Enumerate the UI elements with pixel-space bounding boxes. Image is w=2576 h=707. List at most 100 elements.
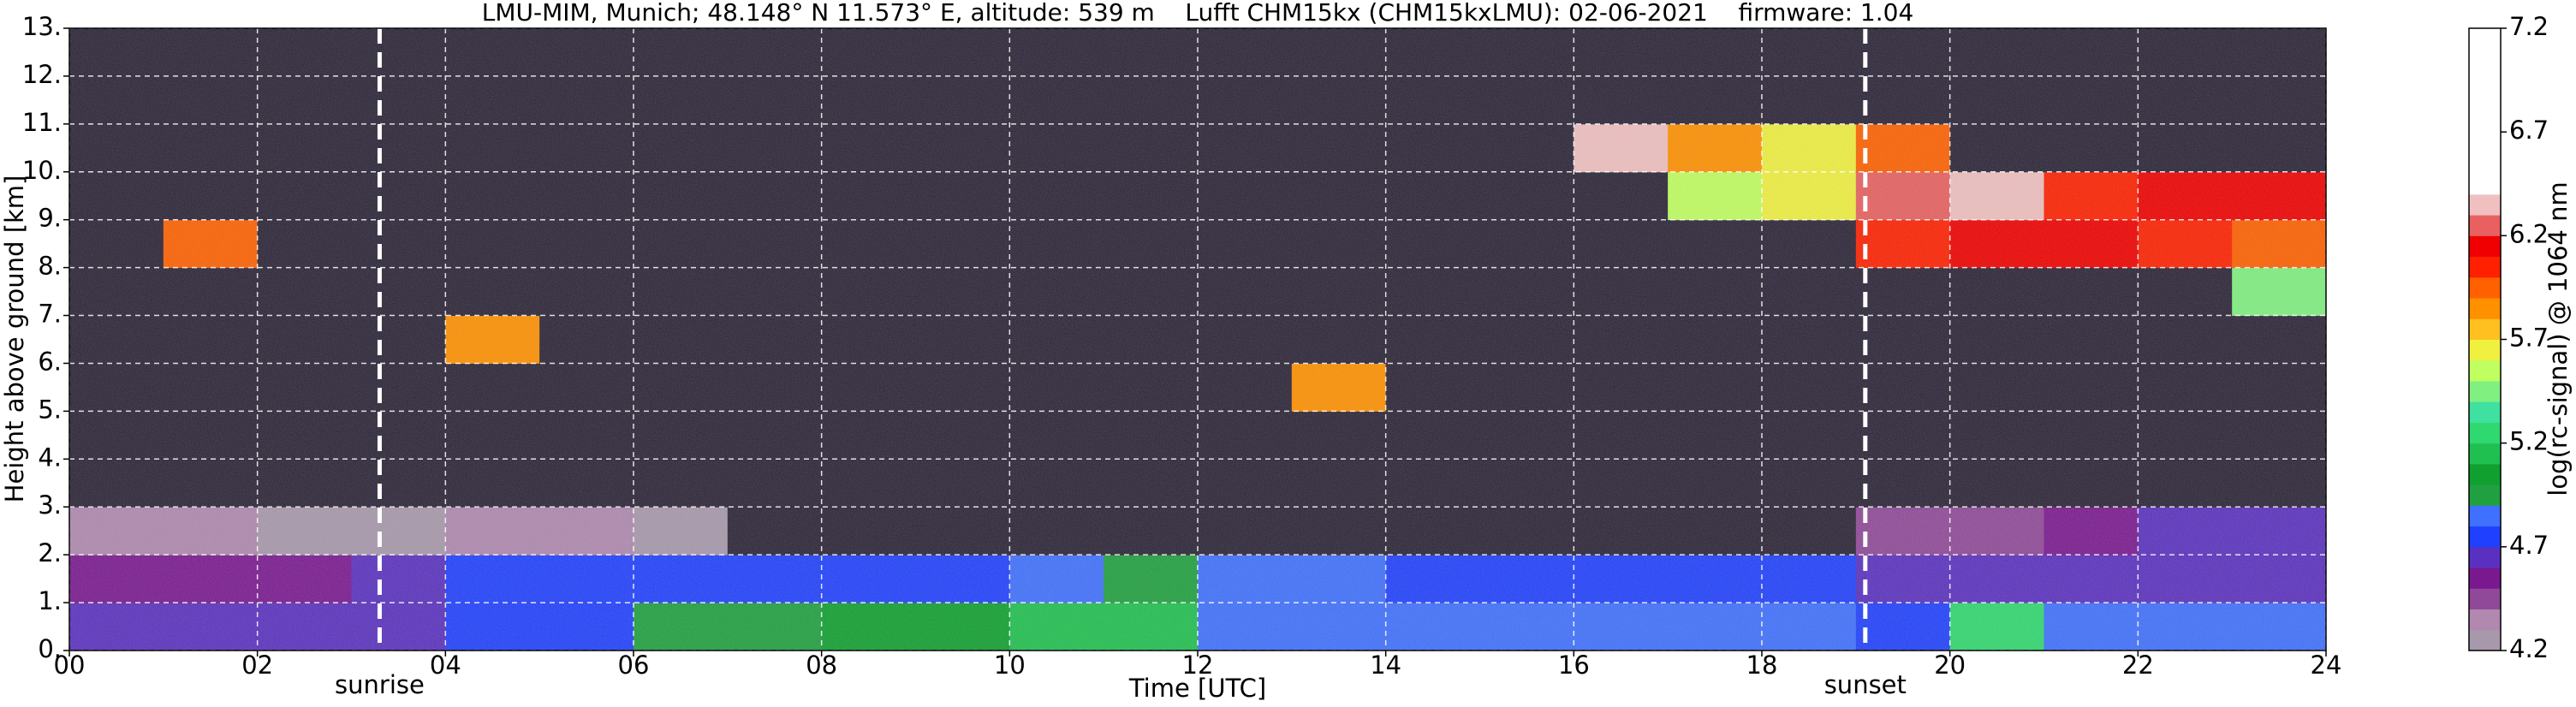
- heatmap-cell: [1009, 603, 1104, 651]
- heatmap-cell: [1855, 171, 1951, 221]
- heatmap-cell: [1762, 411, 1857, 460]
- heatmap-cell: [1198, 459, 1293, 508]
- heatmap-cell: [2044, 267, 2139, 317]
- colorbar-segment: [2469, 110, 2501, 133]
- heatmap-cell: [257, 411, 352, 460]
- heatmap-cell: [821, 411, 916, 460]
- heatmap-cell: [163, 315, 259, 364]
- heatmap-cell: [163, 507, 259, 556]
- heatmap-cell: [1009, 555, 1104, 603]
- colorbar-segment: [2469, 443, 2501, 465]
- heatmap-cell: [1009, 75, 1104, 125]
- plot-frame: [68, 27, 2327, 651]
- heatmap-cell: [1574, 28, 1669, 77]
- heatmap-cell: [2232, 267, 2326, 317]
- heatmap-cell: [1574, 459, 1669, 508]
- heatmap-cell: [2044, 507, 2139, 556]
- heatmap-cell: [69, 459, 164, 508]
- heatmap-cell: [1855, 28, 1951, 77]
- heatmap-cell: [1198, 315, 1293, 364]
- heatmap-cell: [1574, 603, 1669, 651]
- heatmap-cell: [2138, 507, 2233, 556]
- heatmap-cell: [1291, 555, 1387, 603]
- heatmap-cell: [1479, 219, 1574, 269]
- heatmap-cell: [821, 171, 916, 221]
- heatmap-cell: [1762, 171, 1857, 221]
- heatmap-cell: [2044, 363, 2139, 412]
- heatmap-cell: [257, 75, 352, 125]
- heatmap-cell: [634, 315, 729, 364]
- heatmap-cell: [445, 555, 540, 603]
- heatmap-cell: [2232, 75, 2326, 125]
- heatmap-cell: [634, 555, 729, 603]
- heatmap-cell: [2138, 28, 2233, 77]
- heatmap-cell: [1009, 267, 1104, 317]
- heatmap-cell: [351, 123, 446, 173]
- heatmap-cell: [727, 555, 823, 603]
- heatmap-cell: [1949, 363, 2044, 412]
- colorbar-segment: [2469, 629, 2501, 651]
- heatmap-cell: [1668, 411, 1763, 460]
- heatmap-cell: [1291, 267, 1387, 317]
- y-tick-label: 1.: [38, 586, 62, 615]
- heatmap-cell: [1009, 315, 1104, 364]
- heatmap-cell: [2138, 603, 2233, 651]
- heatmap-cell: [1009, 171, 1104, 221]
- y-tick-label: 11.: [22, 108, 62, 137]
- heatmap-cell: [69, 363, 164, 412]
- colorbar-segment: [2469, 463, 2501, 485]
- heatmap-cell: [1104, 459, 1199, 508]
- heatmap-cell: [163, 555, 259, 603]
- heatmap-cell: [257, 123, 352, 173]
- heatmap-cell: [257, 171, 352, 221]
- heatmap-cell: [2138, 411, 2233, 460]
- heatmap-cell: [1385, 603, 1480, 651]
- heatmap-cell: [351, 171, 446, 221]
- heatmap-cell: [2044, 459, 2139, 508]
- heatmap-cell: [257, 219, 352, 269]
- heatmap-cell: [445, 363, 540, 412]
- heatmap-cell: [1479, 555, 1574, 603]
- heatmap-cell: [1198, 171, 1293, 221]
- heatmap-cell: [351, 411, 446, 460]
- heatmap-cell: [1574, 267, 1669, 317]
- y-tick-label: 6.: [38, 347, 62, 376]
- heatmap-cell: [2044, 171, 2139, 221]
- heatmap-cell: [634, 28, 729, 77]
- heatmap-cell: [1479, 123, 1574, 173]
- heatmap-cell: [1949, 603, 2044, 651]
- heatmap-cell: [1949, 555, 2044, 603]
- heatmap-cell: [539, 555, 634, 603]
- heatmap-cell: [1385, 363, 1480, 412]
- heatmap-cell: [1949, 459, 2044, 508]
- colorbar-tick-label: 6.7: [2509, 116, 2549, 145]
- heatmap-cell: [1949, 75, 2044, 125]
- heatmap-cell: [1009, 219, 1104, 269]
- heatmap-cell: [257, 363, 352, 412]
- heatmap-cell: [1574, 219, 1669, 269]
- heatmap-cell: [539, 603, 634, 651]
- colorbar-segment: [2469, 298, 2501, 319]
- x-tick-label: 12: [1182, 651, 1214, 680]
- heatmap-cell: [1104, 507, 1199, 556]
- heatmap-cell: [634, 75, 729, 125]
- x-tick-label: 20: [1934, 651, 1966, 680]
- heatmap-cell: [1668, 171, 1763, 221]
- heatmap-cell: [1949, 315, 2044, 364]
- y-tick-label: 12.: [22, 60, 62, 89]
- colorbar-segment: [2469, 318, 2501, 340]
- heatmap-cell: [1291, 28, 1387, 77]
- heatmap-cell: [1479, 411, 1574, 460]
- colorbar-segment: [2469, 526, 2501, 548]
- x-tick-label: 00: [54, 651, 86, 680]
- heatmap-cell: [2232, 219, 2326, 269]
- heatmap-cell: [1104, 411, 1199, 460]
- heatmap-cell: [727, 123, 823, 173]
- heatmap-cell: [1104, 315, 1199, 364]
- heatmap-cell: [821, 267, 916, 317]
- heatmap-cell: [1668, 123, 1763, 173]
- colorbar-segment: [2469, 256, 2501, 278]
- heatmap-cell: [2232, 28, 2326, 77]
- heatmap-cell: [351, 315, 446, 364]
